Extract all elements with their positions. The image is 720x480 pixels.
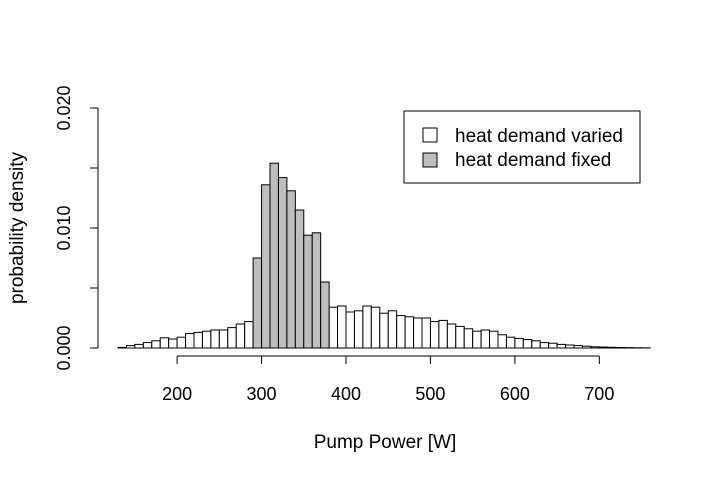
y-tick-label: 0.000 (54, 325, 74, 370)
histogram-bar (590, 346, 600, 349)
histogram-bar (404, 316, 415, 349)
x-tick-label: 700 (584, 384, 614, 404)
histogram-bar (514, 337, 524, 349)
x-axis-label: Pump Power [W] (314, 432, 457, 453)
histogram-bar (311, 232, 322, 349)
histogram-bar (269, 162, 279, 349)
histogram-bar (455, 325, 465, 349)
histogram-bar (193, 331, 203, 349)
histogram-bar (489, 330, 499, 349)
histogram-bar (522, 339, 533, 349)
histogram-bar (201, 330, 212, 349)
x-axis: 200 300 400 500 600 700 (162, 355, 614, 404)
histogram-bar (472, 330, 482, 349)
histogram-bar (413, 317, 423, 349)
series-heat-demand-fixed (252, 162, 330, 349)
histogram-bar (387, 310, 398, 349)
histogram-bar (438, 319, 448, 349)
histogram-bar (505, 336, 516, 349)
histogram-bar (429, 321, 440, 349)
histogram-bar (151, 340, 161, 349)
x-tick-label: 400 (331, 384, 361, 404)
histogram-bar (168, 338, 178, 349)
x-tick-label: 300 (247, 384, 277, 404)
histogram-bar (117, 346, 127, 349)
series-heat-demand-varied (117, 305, 651, 349)
x-tick-label: 200 (162, 384, 192, 404)
histogram-bar (421, 317, 431, 349)
histogram-bar (548, 342, 558, 349)
histogram-bar (531, 340, 541, 349)
histogram-bar (607, 346, 617, 349)
histogram-bar (235, 323, 246, 349)
legend-label-heat-demand-fixed: heat demand fixed (455, 150, 611, 171)
x-tick-label: 600 (500, 384, 530, 404)
y-tick-label: 0.020 (54, 85, 74, 130)
x-tick-label: 500 (415, 384, 445, 404)
histogram-bar (396, 315, 406, 349)
histogram-bar (497, 334, 507, 349)
y-axis: 0.000 0.010 0.020 (54, 85, 99, 371)
histogram-bar (286, 190, 296, 349)
histogram-bar (345, 311, 355, 349)
y-tick-label: 0.010 (54, 205, 74, 250)
histogram-bar (252, 257, 263, 349)
histogram-bar (294, 209, 305, 349)
histogram-bar (370, 306, 381, 349)
histogram-bar (227, 327, 237, 349)
histogram-bar (446, 323, 457, 349)
histogram-bar (556, 343, 567, 349)
histogram-bar (565, 344, 575, 349)
histogram-bar (539, 342, 550, 349)
legend-swatch-heat-demand-fixed (422, 152, 438, 168)
histogram-bar (480, 329, 491, 349)
histogram-bar (277, 177, 288, 349)
histogram-bar (463, 328, 474, 349)
histogram-bar (320, 281, 330, 349)
histogram-bar (125, 345, 136, 349)
histogram-bar (379, 312, 389, 349)
y-axis-label: probability density (7, 151, 28, 304)
histogram-bar (598, 346, 609, 349)
histogram-bar (573, 345, 583, 349)
legend-box (403, 110, 641, 184)
histogram-bar (218, 329, 229, 349)
histogram-bar (142, 342, 153, 349)
histogram-bar (261, 184, 271, 349)
legend-swatch-heat-demand-varied (422, 127, 438, 143)
histogram-bar (185, 333, 195, 349)
histogram-bar (244, 321, 254, 349)
histogram-bar (337, 305, 347, 349)
histogram-bar (159, 337, 170, 349)
histogram-bar (328, 306, 339, 349)
histogram-bar (176, 336, 187, 349)
legend: heat demand varied heat demand fixed (403, 110, 641, 184)
legend-label-heat-demand-varied: heat demand varied (455, 126, 623, 147)
histogram-bar (581, 345, 592, 349)
histogram-bar (353, 310, 364, 349)
histogram-bar (210, 329, 220, 349)
histogram-bar (134, 343, 144, 349)
histogram-bar (362, 305, 372, 349)
histogram-bar (303, 234, 313, 349)
